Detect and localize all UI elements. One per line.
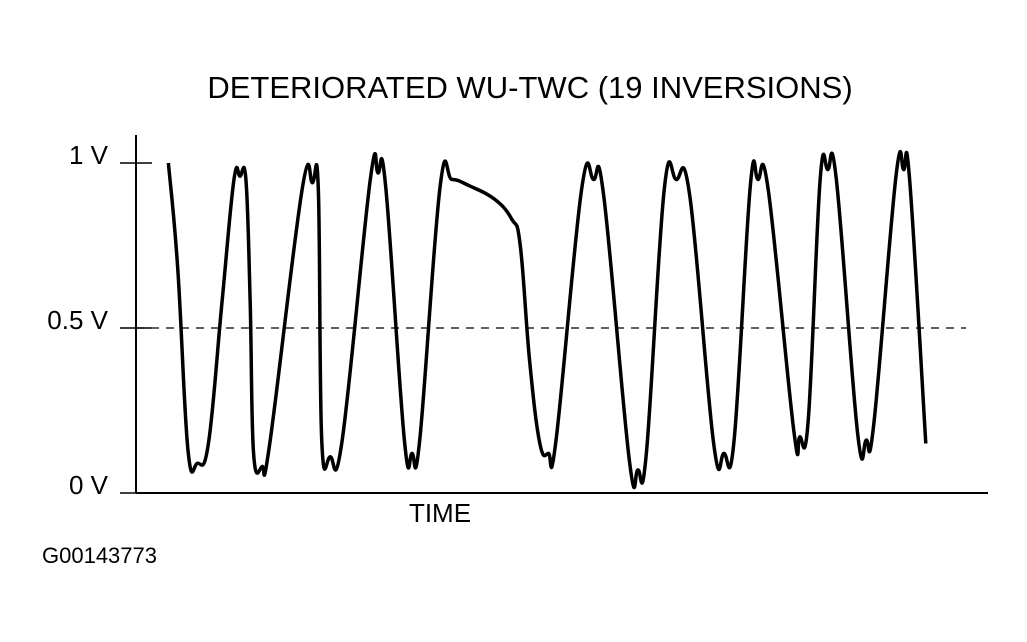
y-tick-label: 1 V: [69, 140, 109, 170]
figure-id: G00143773: [42, 543, 157, 568]
x-axis-label: TIME: [409, 498, 471, 528]
chart-title: DETERIORATED WU-TWC (19 INVERSIONS): [207, 70, 852, 105]
signal-line: [166, 149, 928, 490]
y-tick-label: 0 V: [69, 470, 109, 500]
y-tick-label: 0.5 V: [47, 305, 108, 335]
